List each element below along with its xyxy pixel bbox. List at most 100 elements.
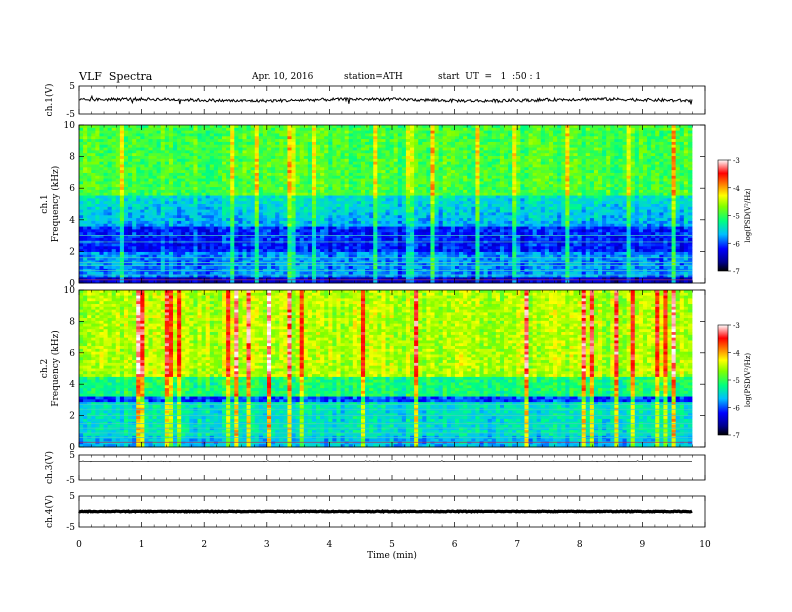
spectrogram-cell	[148, 206, 153, 211]
spectrogram-cell	[544, 204, 550, 208]
spectrogram-cell	[495, 172, 501, 177]
spectrogram-cell	[95, 201, 100, 205]
spectrogram-cell	[630, 150, 636, 154]
spectrogram-cell	[626, 147, 632, 151]
spectrogram-cell	[279, 147, 284, 151]
spectrogram-cell	[295, 212, 301, 216]
spectrogram-cell	[598, 206, 603, 211]
spectrogram-cell	[201, 215, 207, 219]
spectrogram-cell	[679, 172, 685, 177]
spectrogram-cell	[536, 170, 542, 174]
spectrogram-cell	[565, 215, 570, 219]
spectrogram-cell	[340, 215, 346, 219]
spectrogram-cell	[548, 133, 554, 137]
spectrogram-cell	[381, 170, 386, 174]
spectrogram-cell	[675, 195, 681, 199]
spectrogram-cell	[95, 178, 100, 182]
spectrogram-cell	[524, 195, 529, 199]
spectrogram-cell	[622, 133, 628, 137]
spectrogram-cell	[160, 156, 166, 160]
spectrogram-cell	[148, 150, 153, 154]
spectrogram-cell	[144, 156, 149, 160]
spectrogram-cell	[246, 187, 252, 191]
spectrogram-cell	[544, 178, 550, 182]
spectrogram-cell	[123, 201, 129, 205]
spectrogram-cell	[483, 187, 489, 191]
spectrogram-cell	[160, 147, 166, 151]
spectrogram-cell	[148, 181, 153, 185]
spectrogram-cell	[279, 172, 284, 177]
spectrogram-cell	[479, 150, 484, 154]
spectrogram-cell	[487, 187, 493, 191]
spectrogram-cell	[614, 127, 619, 132]
spectrogram-cell	[234, 178, 239, 182]
spectrogram-cell	[226, 206, 231, 211]
spectrogram-cell	[185, 212, 190, 216]
spectrogram-cell	[254, 156, 260, 160]
spectrogram-cell	[140, 161, 145, 165]
spectrogram-cell	[438, 127, 444, 132]
spectrogram-cell	[679, 192, 685, 196]
spectrogram-cell	[119, 184, 125, 188]
spectrogram-cell	[266, 127, 272, 132]
spectrogram-cell	[536, 150, 542, 154]
spectrogram-cell	[83, 141, 88, 146]
spectrogram-cell	[602, 136, 607, 140]
spectrogram-cell	[520, 136, 525, 140]
spectrogram-cell	[328, 204, 333, 208]
spectrogram-cell	[687, 172, 693, 177]
spectrogram-cell	[659, 164, 664, 168]
spectrogram-cell	[426, 178, 431, 182]
spectrogram-cell	[577, 178, 583, 182]
spectrogram-cell	[144, 167, 149, 171]
spectrogram-cell	[598, 187, 603, 191]
spectrogram-cell	[508, 136, 513, 140]
spectrogram-cell	[136, 218, 141, 222]
spectrogram-cell	[434, 156, 440, 160]
spectrogram-cell	[512, 141, 517, 146]
spectrogram-cell	[393, 184, 399, 188]
spectrogram-cell	[271, 206, 276, 211]
spectrogram-cell	[418, 184, 423, 188]
spectrogram-cell	[238, 144, 243, 148]
spectrogram-cell	[565, 192, 570, 196]
spectrogram-cell	[516, 170, 521, 174]
spectrogram-cell	[271, 184, 276, 188]
spectrogram-cell	[95, 170, 100, 174]
spectrogram-cell	[479, 127, 484, 132]
spectrogram-cell	[683, 212, 689, 216]
spectrogram-cell	[291, 144, 296, 148]
spectrogram-cell	[393, 187, 399, 191]
spectrogram-cell	[397, 139, 403, 143]
spectrogram-cell	[275, 181, 280, 185]
spectrogram-cell	[226, 158, 231, 163]
spectrogram-cell	[479, 125, 484, 129]
spectrogram-cell	[442, 139, 448, 143]
spectrogram-cell	[275, 161, 280, 165]
spectrogram-cell	[185, 125, 190, 129]
spectrogram-cell	[598, 150, 603, 154]
spectrogram-cell	[487, 181, 493, 185]
spectrogram-cell	[140, 218, 145, 222]
spectrogram-cell	[348, 209, 354, 213]
spectrogram-cell	[275, 204, 280, 208]
spectrogram-cell	[401, 136, 407, 140]
spectrogram-cell	[397, 153, 403, 157]
spectrogram-cell	[524, 147, 529, 151]
spectrogram-cell	[573, 206, 578, 211]
spectrogram-cell	[119, 187, 125, 191]
spectrogram-cell	[479, 187, 484, 191]
spectrogram-cell	[483, 125, 489, 129]
spectrogram-cell	[618, 189, 623, 194]
spectrogram-cell	[561, 161, 566, 165]
spectrogram-cell	[495, 144, 501, 148]
spectrogram-cell	[181, 175, 186, 180]
spectrogram-cell	[638, 206, 644, 211]
spectrogram-cell	[87, 161, 92, 165]
spectrogram-cell	[164, 130, 170, 134]
spectrogram-cell	[557, 206, 562, 211]
spectrogram-cell	[201, 178, 207, 182]
spectrogram-cell	[238, 198, 243, 202]
spectrogram-cell	[258, 187, 264, 191]
spectrogram-cell	[602, 150, 607, 154]
